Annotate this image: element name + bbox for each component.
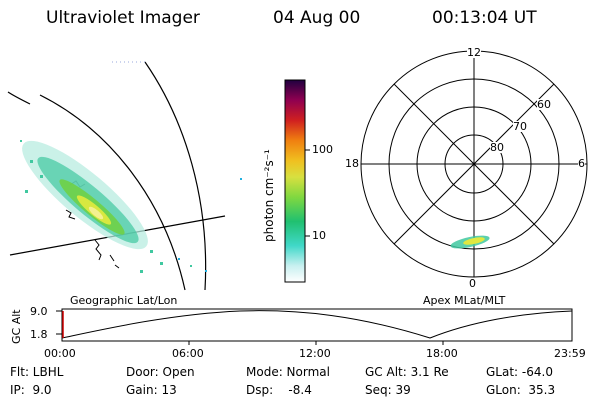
altitude-axis-label: GC Alt — [10, 309, 23, 344]
mlat-label-60: 60 — [537, 98, 551, 111]
time-tick-1800: 18:00 — [426, 347, 458, 360]
dsp-info: Dsp: -8.4 — [246, 383, 312, 397]
geographic-map — [7, 61, 242, 291]
altitude-strip — [56, 308, 573, 345]
polar-mlat-mlt-plot — [360, 50, 588, 278]
instrument-title: Ultraviolet Imager — [46, 8, 200, 28]
polar-aurora-emission — [450, 235, 490, 249]
mlt-label-6: 6 — [578, 157, 585, 170]
colorbar-unit-label: photon cm⁻²s⁻¹ — [262, 149, 276, 242]
mode-info: Mode: Normal — [246, 365, 330, 379]
mlt-label-18: 18 — [345, 157, 359, 170]
mlt-label-12: 12 — [467, 46, 481, 59]
altitude-tick-min: 1.8 — [30, 328, 48, 341]
geo-longitude-info: GLon: 35.3 — [486, 383, 556, 397]
image-date: 04 Aug 00 — [273, 8, 361, 28]
mlat-label-80: 80 — [490, 141, 504, 154]
time-tick-0600: 06:00 — [172, 347, 204, 360]
filter-info: Flt: LBHL — [10, 365, 64, 379]
sequence-info: Seq: 39 — [365, 383, 411, 397]
colorbar-tick-100: 100 — [312, 143, 333, 156]
geo-latitude-info: GLat: -64.0 — [486, 365, 553, 379]
colorbar-tick-10: 10 — [312, 229, 326, 242]
gain-info: Gain: 13 — [126, 383, 177, 397]
color-scale-bar — [284, 79, 306, 283]
gc-altitude-info: GC Alt: 3.1 Re — [365, 365, 449, 379]
time-tick-1200: 12:00 — [299, 347, 331, 360]
door-info: Door: Open — [126, 365, 195, 379]
geographic-panel-label: Geographic Lat/Lon — [70, 294, 178, 307]
aurora-emission — [22, 140, 148, 250]
altitude-tick-max: 9.0 — [30, 305, 48, 318]
mlt-label-0: 0 — [469, 277, 476, 290]
polar-panel-label: Apex MLat/MLT — [423, 294, 506, 307]
mlat-label-70: 70 — [513, 120, 527, 133]
time-tick-2359: 23:59 — [554, 347, 586, 360]
image-time: 00:13:04 UT — [432, 8, 537, 28]
ip-info: IP: 9.0 — [10, 383, 52, 397]
time-tick-0000: 00:00 — [44, 347, 76, 360]
